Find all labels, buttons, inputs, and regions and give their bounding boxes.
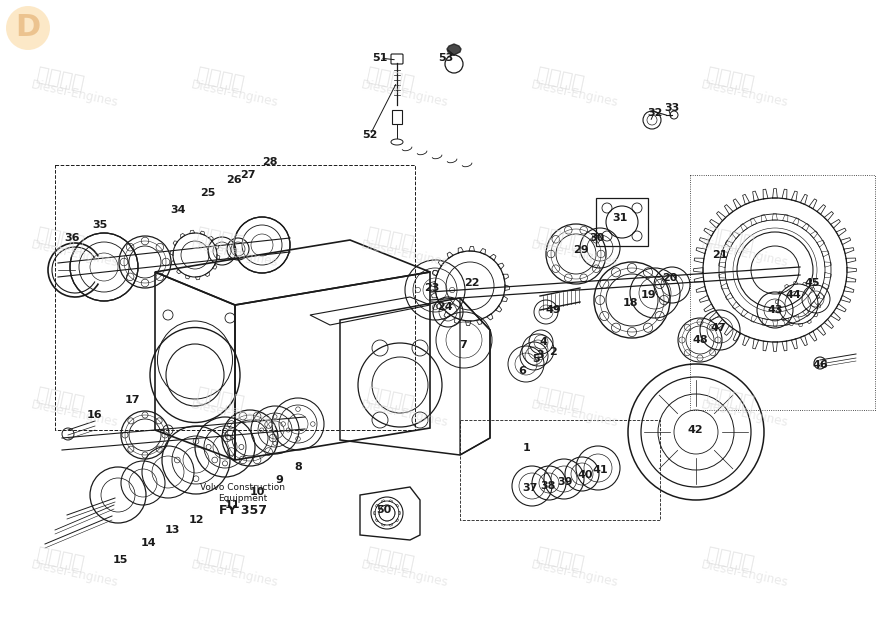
Text: 紫发动力: 紫发动力 (35, 546, 85, 574)
Text: 44: 44 (785, 290, 801, 300)
Text: Diesel-Engines: Diesel-Engines (190, 398, 279, 430)
Text: 1: 1 (523, 443, 530, 453)
Text: D: D (15, 13, 41, 43)
Text: 2: 2 (549, 347, 557, 357)
Text: 14: 14 (141, 538, 156, 548)
Text: 紫发动力: 紫发动力 (195, 386, 246, 415)
Text: Diesel-Engines: Diesel-Engines (30, 559, 120, 589)
Text: Diesel-Engines: Diesel-Engines (360, 398, 449, 430)
Text: 紫发动力: 紫发动力 (365, 65, 416, 94)
Text: 52: 52 (362, 130, 377, 140)
Text: FY 357: FY 357 (219, 503, 267, 516)
Text: 紫发动力: 紫发动力 (365, 226, 416, 254)
Text: 32: 32 (647, 108, 663, 118)
Text: Diesel-Engines: Diesel-Engines (530, 238, 619, 270)
Text: 22: 22 (465, 278, 480, 288)
Text: 紫发动力: 紫发动力 (705, 226, 756, 254)
Text: 紫发动力: 紫发动力 (705, 65, 756, 94)
Circle shape (6, 6, 50, 50)
Text: 40: 40 (578, 470, 593, 480)
Text: Diesel-Engines: Diesel-Engines (30, 398, 120, 430)
Text: 12: 12 (189, 515, 204, 525)
Text: 25: 25 (200, 188, 215, 198)
Text: 29: 29 (573, 245, 589, 255)
Text: 4: 4 (539, 337, 547, 347)
Text: 15: 15 (112, 555, 127, 565)
Text: 3: 3 (536, 350, 544, 360)
Text: 紫发动力: 紫发动力 (35, 386, 85, 415)
Text: 37: 37 (522, 483, 538, 493)
Text: 43: 43 (767, 305, 782, 315)
Text: 50: 50 (376, 505, 392, 515)
Text: Diesel-Engines: Diesel-Engines (30, 79, 120, 109)
Text: 紫发动力: 紫发动力 (535, 386, 586, 415)
Text: 51: 51 (372, 53, 388, 63)
Text: 34: 34 (170, 205, 186, 215)
Text: 21: 21 (712, 250, 728, 260)
Text: Diesel-Engines: Diesel-Engines (190, 238, 279, 270)
Text: Diesel-Engines: Diesel-Engines (360, 559, 449, 589)
Text: 28: 28 (263, 157, 278, 167)
Text: 紫发动力: 紫发动力 (705, 386, 756, 415)
Text: 18: 18 (622, 298, 638, 308)
Text: 23: 23 (425, 283, 440, 293)
Bar (392, 110, 402, 124)
Text: Diesel-Engines: Diesel-Engines (700, 79, 790, 109)
Text: Diesel-Engines: Diesel-Engines (530, 559, 619, 589)
Text: Diesel-Engines: Diesel-Engines (190, 79, 279, 109)
Text: 24: 24 (437, 302, 453, 312)
Text: 41: 41 (592, 465, 608, 475)
Text: 49: 49 (545, 305, 561, 315)
Text: 30: 30 (589, 233, 604, 243)
Text: 46: 46 (813, 360, 828, 370)
Text: 10: 10 (249, 487, 264, 497)
Text: 紫发动力: 紫发动力 (535, 546, 586, 574)
Text: 31: 31 (612, 213, 627, 223)
Text: 53: 53 (439, 53, 454, 63)
Text: 8: 8 (294, 462, 302, 472)
Text: 19: 19 (640, 290, 656, 300)
Text: 48: 48 (692, 335, 708, 345)
Text: 17: 17 (125, 395, 140, 405)
Text: Diesel-Engines: Diesel-Engines (700, 559, 790, 589)
Text: 47: 47 (710, 323, 726, 333)
Text: Diesel-Engines: Diesel-Engines (700, 398, 790, 430)
Text: 36: 36 (64, 233, 80, 243)
Text: 27: 27 (240, 170, 255, 180)
Text: Diesel-Engines: Diesel-Engines (700, 238, 790, 270)
Text: 紫发动力: 紫发动力 (365, 386, 416, 415)
Text: Volvo Construction
Equipment: Volvo Construction Equipment (200, 482, 286, 503)
Text: Diesel-Engines: Diesel-Engines (360, 79, 449, 109)
Text: 紫发动力: 紫发动力 (35, 65, 85, 94)
Text: 紫发动力: 紫发动力 (705, 546, 756, 574)
Text: Diesel-Engines: Diesel-Engines (360, 238, 449, 270)
Text: Diesel-Engines: Diesel-Engines (190, 559, 279, 589)
Text: 11: 11 (224, 500, 239, 510)
Text: 6: 6 (518, 366, 526, 376)
Text: 7: 7 (459, 340, 467, 350)
Text: 33: 33 (664, 103, 680, 113)
Text: 20: 20 (662, 273, 677, 283)
Text: 45: 45 (805, 278, 820, 288)
Text: 38: 38 (540, 481, 555, 491)
Text: 紫发动力: 紫发动力 (535, 65, 586, 94)
Text: 5: 5 (532, 354, 540, 364)
Text: 9: 9 (275, 475, 283, 485)
Text: 紫发动力: 紫发动力 (195, 65, 246, 94)
Text: Diesel-Engines: Diesel-Engines (530, 398, 619, 430)
Text: 紫发动力: 紫发动力 (195, 226, 246, 254)
Text: 紫发动力: 紫发动力 (535, 226, 586, 254)
Text: 35: 35 (93, 220, 108, 230)
Polygon shape (447, 44, 461, 55)
Text: Diesel-Engines: Diesel-Engines (30, 238, 120, 270)
Text: 26: 26 (226, 175, 242, 185)
Text: 13: 13 (165, 525, 180, 535)
Text: Diesel-Engines: Diesel-Engines (530, 79, 619, 109)
Text: 42: 42 (687, 425, 703, 435)
Text: 紫发动力: 紫发动力 (35, 226, 85, 254)
Text: 紫发动力: 紫发动力 (195, 546, 246, 574)
Text: 紫发动力: 紫发动力 (365, 546, 416, 574)
Text: 39: 39 (557, 477, 573, 487)
Text: 16: 16 (87, 410, 103, 420)
